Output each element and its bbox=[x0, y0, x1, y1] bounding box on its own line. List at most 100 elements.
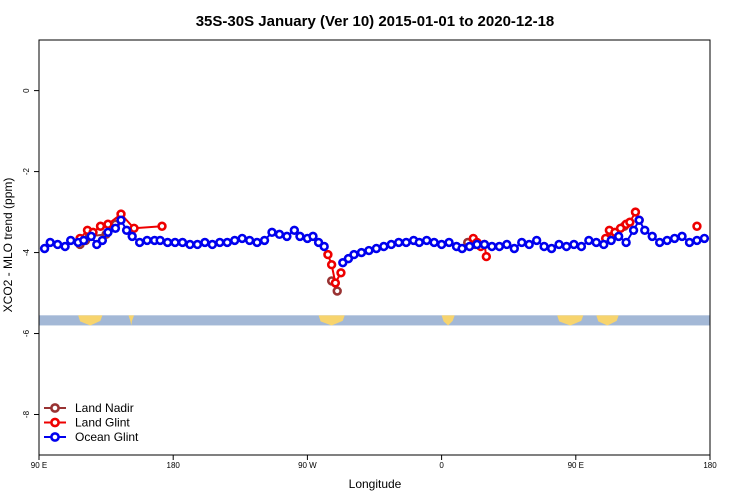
legend-item: Ocean Glint bbox=[44, 430, 139, 444]
y-axis-ticks: 0 -2 -4 -6 -8 bbox=[22, 88, 39, 418]
data-point bbox=[599, 239, 609, 250]
land-mass bbox=[441, 315, 455, 326]
legend-swatch-marker bbox=[50, 417, 60, 428]
data-point bbox=[692, 221, 702, 231]
data-point bbox=[60, 241, 70, 252]
data-point bbox=[252, 237, 262, 248]
x-tick-label: 180 bbox=[703, 461, 717, 470]
data-point bbox=[177, 237, 188, 248]
land-mass bbox=[318, 315, 345, 326]
x-axis-ticks: 90 E 180 90 W 0 90 E 180 bbox=[31, 455, 717, 470]
data-point bbox=[625, 217, 635, 227]
data-point bbox=[200, 237, 210, 248]
series-layer bbox=[39, 207, 710, 296]
data-point bbox=[692, 235, 702, 246]
land-mass bbox=[596, 315, 619, 326]
data-point bbox=[472, 239, 482, 250]
land-ocean-strip bbox=[39, 315, 710, 326]
data-point bbox=[654, 237, 665, 248]
data-point bbox=[116, 215, 126, 225]
x-tick-label: 90 E bbox=[31, 461, 47, 470]
x-tick-label: 90 E bbox=[568, 461, 584, 470]
data-point bbox=[606, 235, 616, 246]
x-tick-label: 0 bbox=[439, 461, 444, 470]
data-point bbox=[52, 239, 63, 250]
data-point bbox=[192, 239, 203, 250]
y-tick-label: 0 bbox=[22, 88, 31, 93]
data-point bbox=[356, 247, 367, 258]
series-ocean-glint bbox=[39, 215, 710, 268]
data-point bbox=[371, 243, 382, 254]
legend-label: Land Nadir bbox=[75, 401, 134, 415]
data-point bbox=[237, 233, 247, 244]
y-tick-label: -4 bbox=[22, 248, 31, 256]
x-tick-label: 180 bbox=[167, 461, 181, 470]
data-point bbox=[634, 215, 644, 225]
data-point bbox=[591, 237, 602, 248]
data-point bbox=[539, 241, 549, 252]
data-point bbox=[222, 237, 232, 248]
data-point bbox=[170, 237, 180, 248]
data-point bbox=[662, 235, 672, 246]
data-point bbox=[464, 241, 475, 252]
data-point bbox=[554, 239, 564, 250]
data-point bbox=[584, 235, 594, 246]
data-point bbox=[142, 235, 152, 246]
data-point bbox=[699, 233, 710, 244]
data-point bbox=[494, 241, 505, 252]
data-point bbox=[103, 219, 113, 229]
data-point bbox=[628, 225, 639, 235]
data-point bbox=[421, 235, 432, 246]
data-point bbox=[207, 239, 218, 250]
data-point bbox=[349, 249, 359, 260]
data-point bbox=[215, 237, 225, 248]
data-point bbox=[379, 241, 389, 252]
data-point bbox=[39, 243, 50, 254]
data-point bbox=[110, 223, 121, 233]
data-point bbox=[230, 235, 240, 246]
legend-swatch-marker bbox=[50, 403, 60, 413]
data-point bbox=[259, 235, 270, 246]
y-tick-label: -2 bbox=[22, 167, 31, 175]
chart-title: 35S-30S January (Ver 10) 2015-01-01 to 2… bbox=[196, 13, 555, 30]
data-point bbox=[326, 260, 337, 270]
data-point bbox=[97, 235, 108, 246]
data-point bbox=[308, 231, 318, 242]
data-point bbox=[647, 231, 657, 242]
y-tick-label: -8 bbox=[22, 410, 31, 418]
data-point bbox=[561, 241, 572, 252]
y-tick-label: -6 bbox=[22, 329, 31, 337]
series-line bbox=[326, 254, 342, 286]
data-point bbox=[429, 237, 439, 248]
data-point bbox=[517, 237, 527, 248]
data-point bbox=[289, 225, 300, 235]
legend-swatch-marker bbox=[50, 432, 60, 442]
land-mass bbox=[78, 315, 103, 326]
legend-item: Land Nadir bbox=[44, 401, 134, 415]
data-point bbox=[162, 237, 173, 248]
data-point bbox=[401, 237, 411, 248]
data-point bbox=[79, 235, 89, 246]
data-point bbox=[86, 231, 96, 242]
legend-label: Land Glint bbox=[75, 416, 130, 430]
data-point bbox=[45, 237, 55, 248]
data-point bbox=[613, 231, 624, 242]
data-point bbox=[436, 239, 447, 250]
data-point bbox=[121, 225, 132, 235]
data-point bbox=[103, 227, 113, 238]
data-point bbox=[274, 229, 285, 240]
data-point bbox=[457, 243, 467, 254]
data-point bbox=[244, 235, 255, 246]
data-point bbox=[487, 241, 497, 252]
data-point bbox=[630, 207, 641, 217]
legend-label: Ocean Glint bbox=[75, 430, 139, 444]
data-point bbox=[330, 278, 341, 288]
data-point bbox=[669, 233, 680, 244]
data-point bbox=[576, 241, 587, 252]
data-point bbox=[323, 249, 333, 260]
x-axis-label: Longitude bbox=[349, 477, 402, 491]
data-point bbox=[332, 286, 342, 296]
data-point bbox=[386, 239, 396, 250]
